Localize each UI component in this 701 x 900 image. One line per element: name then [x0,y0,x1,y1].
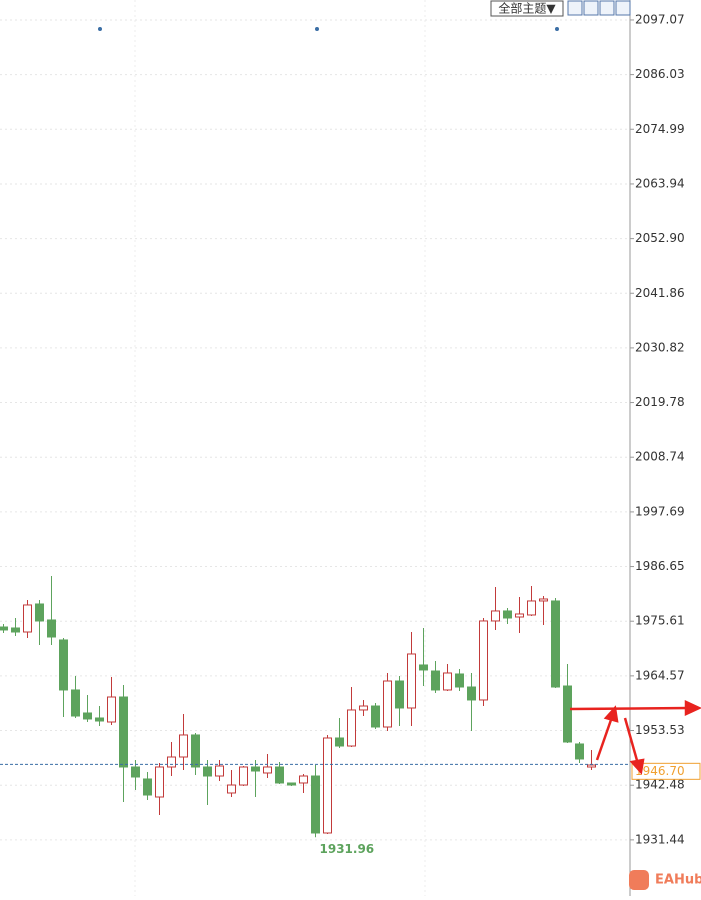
candle-body [335,737,344,747]
candle-body [167,756,176,768]
candle-body [35,603,44,622]
candle-body [347,709,356,747]
y-tick-label: 1953.53 [635,723,685,737]
theme-button[interactable] [490,0,564,17]
candle-body [251,766,260,772]
candle-body [131,766,140,778]
candle-body [371,705,380,728]
candle-body [11,627,20,633]
candle-body [395,680,404,709]
candle-body [515,613,524,618]
y-tick-label: 2030.82 [635,340,685,354]
candle-body [587,764,596,768]
candle-body [227,784,236,794]
candle-body [575,743,584,760]
candle-body [563,685,572,743]
y-tick-label: 2097.07 [635,12,685,26]
y-tick-label: 1942.48 [635,778,685,792]
candle-body [443,672,452,691]
candle-body [155,766,164,798]
y-tick-label: 1997.69 [635,504,685,518]
candle-body [539,598,548,602]
candle-body [479,620,488,701]
candle-body [275,766,284,784]
toolbar: 全部主题▼ [490,0,631,17]
candle-body [215,765,224,777]
last-price-box [631,762,701,780]
y-tick-label: 2019.78 [635,395,685,409]
candle-body [419,664,428,671]
candle-body [95,717,104,722]
candle-body [203,766,212,777]
candle-body [23,604,32,633]
y-tick-label: 1931.44 [635,832,685,846]
candle-body [179,734,188,758]
y-tick-label: 2063.94 [635,176,685,190]
y-tick-label: 2052.90 [635,231,685,245]
theme-button-text[interactable]: 全部主题▼ [498,1,556,16]
marker [555,27,559,31]
candle-body [191,734,200,768]
tool-icon[interactable] [615,0,631,16]
candle-body [83,712,92,720]
y-tick-label: 2086.03 [635,67,685,81]
y-tick-label: 2008.74 [635,450,685,464]
candle-body [239,766,248,786]
candle-body [47,619,56,638]
candle-body [311,775,320,834]
candle-body [71,689,80,717]
marker [315,27,319,31]
y-tick-label: 2041.86 [635,286,685,300]
y-tick-label: 2074.99 [635,122,685,136]
candle-body [299,775,308,784]
candle-body [503,610,512,619]
candle-body [287,782,296,786]
candle-body [323,737,332,834]
y-tick-label: 1964.57 [635,668,685,682]
candle-body [455,673,464,688]
arrows [569,700,701,775]
candle-body [551,600,560,688]
candle-body [491,610,500,622]
candle-body [527,600,536,616]
candle-body [383,680,392,728]
candle-body [467,686,476,701]
candle-body [119,696,128,768]
watermark-text: EAHub [655,873,701,888]
candle-body [407,653,416,709]
min-label: 1931.96 [320,842,375,856]
watermark: EAHub [629,870,701,890]
y-tick-label: 1986.65 [635,559,685,573]
marker [98,27,102,31]
candle-body [143,778,152,796]
last-price-label: 1946.70 [635,764,685,778]
y-tick-label: 1975.61 [635,614,685,628]
tool-icon[interactable] [599,0,615,16]
candle-body [431,670,440,691]
tool-icon[interactable] [583,0,599,16]
candle-body [59,639,68,691]
tool-icon[interactable] [567,0,583,16]
candle-body [359,705,368,711]
candle-body [0,626,8,631]
candle-body [263,766,272,774]
candle-body [107,696,116,723]
